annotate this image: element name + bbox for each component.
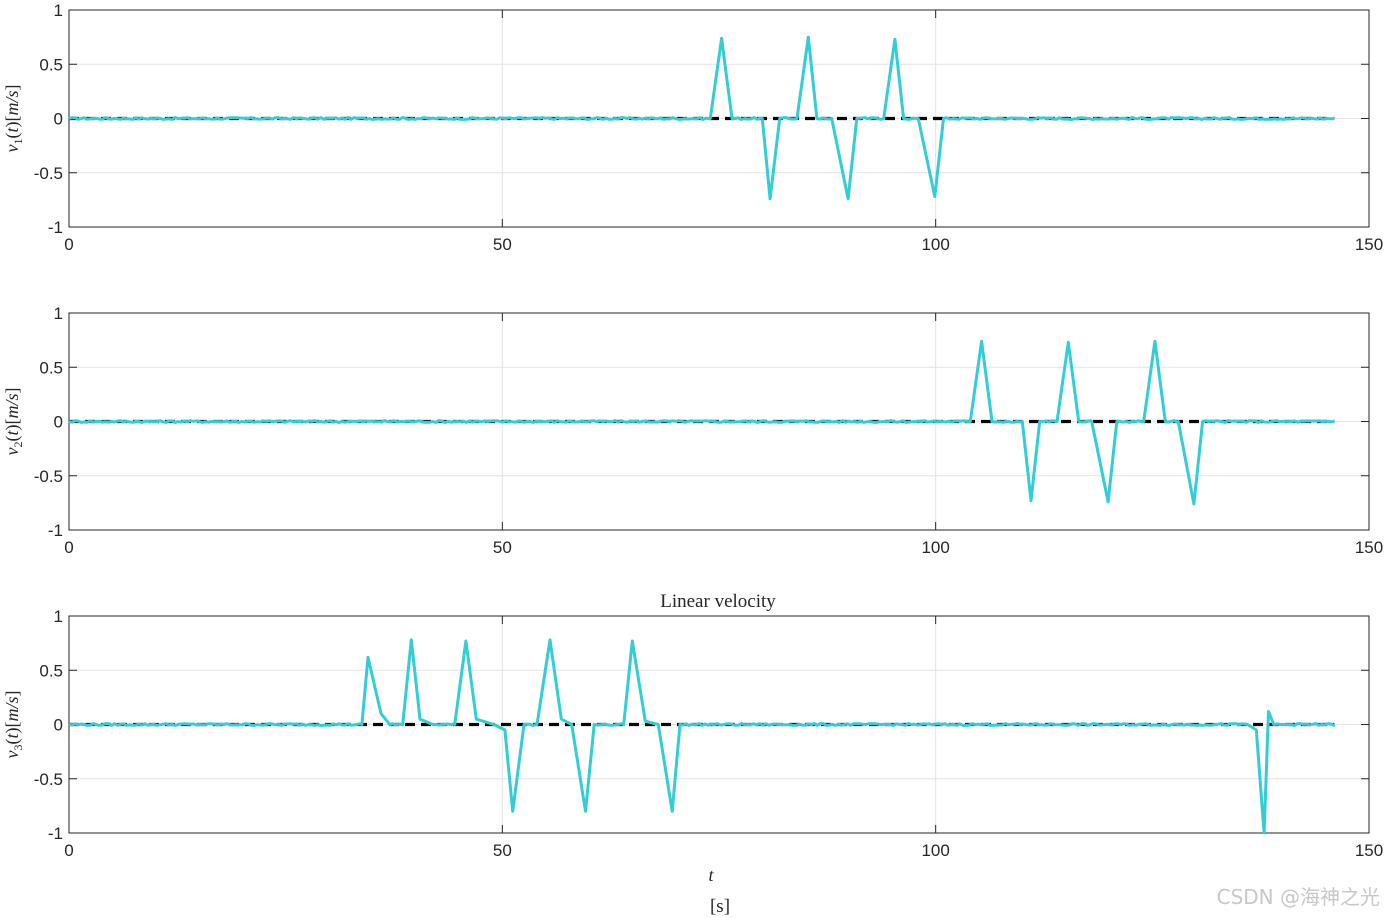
measured-velocity-line bbox=[68, 339, 1335, 506]
x-tick-label: 100 bbox=[921, 538, 949, 557]
x-tick-label: 50 bbox=[493, 235, 512, 254]
y-tick-label: 0.5 bbox=[39, 661, 63, 680]
x-tick-label: 0 bbox=[64, 235, 73, 254]
measured-velocity-line bbox=[68, 35, 1335, 201]
y-tick-label: 1 bbox=[54, 304, 63, 323]
y-tick-label: -0.5 bbox=[34, 770, 63, 789]
subplot-2: 0 50 100 150 -1 -0.5 0 0.5 1 v2(t)[m/s] bbox=[2, 304, 1383, 557]
y-tick-label: -0.5 bbox=[34, 164, 63, 183]
chart-title: Linear velocity bbox=[660, 591, 776, 612]
watermark: CSDN @海神之光 bbox=[1216, 885, 1380, 909]
y-tick-label: -0.5 bbox=[34, 467, 63, 486]
x-tick-label: 150 bbox=[1355, 841, 1383, 860]
y-tick-label: 0 bbox=[54, 716, 63, 735]
y-tick-label: -1 bbox=[48, 521, 63, 540]
y-tick-label: 0 bbox=[54, 413, 63, 432]
x-tick-label: 0 bbox=[64, 538, 73, 557]
y-axis-label: v3(t)[m/s] bbox=[2, 690, 25, 758]
x-tick-label: 100 bbox=[921, 235, 949, 254]
y-tick-label: 0.5 bbox=[39, 55, 63, 74]
y-tick-label: -1 bbox=[48, 218, 63, 237]
y-axis-label: v2(t)[m/s] bbox=[2, 387, 25, 455]
y-tick-label: -1 bbox=[48, 824, 63, 843]
x-tick-label: 50 bbox=[493, 841, 512, 860]
x-tick-label: 50 bbox=[493, 538, 512, 557]
x-tick-label: 150 bbox=[1355, 235, 1383, 254]
y-axis-label: v1(t)[m/s] bbox=[2, 84, 25, 152]
y-tick-label: 0.5 bbox=[39, 358, 63, 377]
y-tick-label: 0 bbox=[54, 110, 63, 129]
x-axis-label: t bbox=[708, 865, 714, 885]
y-tick-label: 1 bbox=[54, 1, 63, 20]
x-axis-unit-label: [s] bbox=[710, 896, 730, 917]
x-tick-label: 100 bbox=[921, 841, 949, 860]
x-tick-label: 0 bbox=[64, 841, 73, 860]
subplot-3: 0 50 100 150 -1 -0.5 0 0.5 1 v3(t)[m/s] Linear vel… bbox=[2, 591, 1383, 917]
x-tick-label: 150 bbox=[1355, 538, 1383, 557]
measured-velocity-line bbox=[68, 638, 1336, 835]
subplot-1: 0 50 100 150 -1 -0.5 0 0.5 1 v1(t)[m/s] bbox=[2, 1, 1383, 254]
y-tick-label: 1 bbox=[54, 607, 63, 626]
